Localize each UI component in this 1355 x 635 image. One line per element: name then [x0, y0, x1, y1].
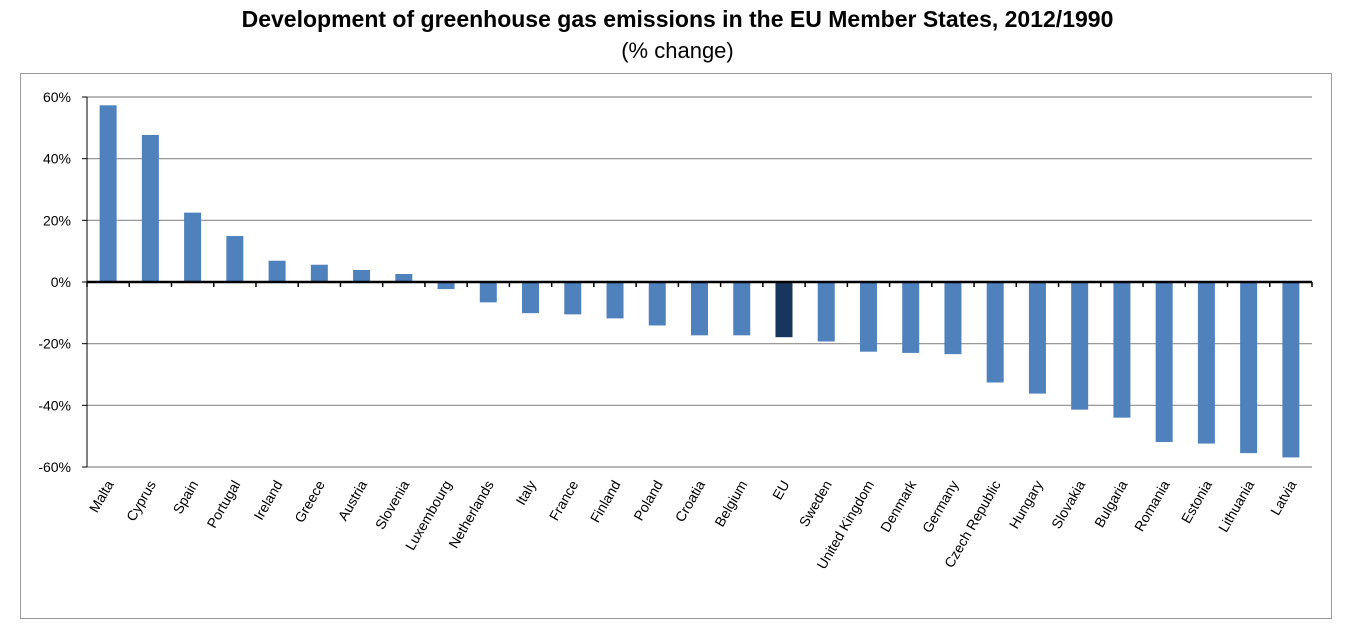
category-label: France — [546, 477, 582, 523]
bar-netherlands — [479, 282, 497, 303]
y-tick-label: 60% — [43, 89, 71, 105]
bar-poland — [648, 282, 666, 326]
category-label: Sweden — [796, 478, 835, 530]
bar-italy — [522, 282, 540, 314]
category-label: Latvia — [1267, 477, 1300, 518]
bar-spain — [184, 212, 202, 282]
bar-latvia — [1282, 282, 1300, 458]
y-tick-label: -20% — [38, 336, 71, 352]
category-label: Austria — [335, 477, 371, 523]
bar-germany — [944, 282, 962, 355]
category-label: Lithuania — [1215, 477, 1257, 534]
category-label: Finland — [587, 478, 624, 526]
category-label: Croatia — [672, 477, 709, 524]
category-label: Italy — [512, 478, 539, 508]
bar-slovakia — [1071, 282, 1089, 410]
chart-frame — [20, 73, 1332, 619]
y-tick-label: -40% — [38, 397, 71, 413]
y-tick-label: -60% — [38, 459, 71, 475]
bar-ireland — [268, 260, 286, 282]
bar-france — [564, 282, 582, 315]
bar-finland — [606, 282, 624, 319]
category-label: Germany — [919, 478, 962, 536]
category-label: Slovenia — [372, 477, 413, 532]
category-label: Denmark — [877, 477, 920, 535]
bar-portugal — [226, 236, 244, 282]
category-label: Slovakia — [1048, 477, 1088, 531]
category-label: Greece — [291, 477, 328, 525]
bar-sweden — [817, 282, 835, 342]
category-label: Spain — [169, 478, 201, 517]
bar-luxembourg — [437, 282, 455, 290]
bar-romania — [1155, 282, 1173, 443]
y-tick-label: 0% — [51, 274, 71, 290]
category-label: Romania — [1131, 477, 1173, 534]
category-label: Estonia — [1178, 477, 1215, 526]
category-label: Bulgaria — [1091, 477, 1131, 530]
bar-united-kingdom — [859, 282, 877, 352]
chart-title: Development of greenhouse gas emissions … — [241, 6, 1114, 32]
category-label: Ireland — [250, 478, 285, 523]
bar-malta — [99, 105, 117, 282]
bar-lithuania — [1240, 282, 1258, 454]
category-label: EU — [769, 478, 793, 503]
bar-belgium — [733, 282, 751, 336]
bar-denmark — [902, 282, 920, 353]
category-label: Poland — [630, 478, 666, 524]
chart-subtitle: (% change) — [621, 38, 734, 63]
bar-hungary — [1028, 282, 1046, 394]
category-label: Hungary — [1006, 478, 1046, 532]
category-label: Portugal — [204, 478, 244, 531]
y-tick-label: 40% — [43, 151, 71, 167]
bar-bulgaria — [1113, 282, 1131, 418]
bar-croatia — [691, 282, 708, 336]
category-label: Belgium — [711, 478, 750, 530]
bar-cyprus — [141, 134, 159, 282]
category-label: Netherlands — [445, 478, 497, 551]
bar-eu — [775, 282, 793, 338]
bar-greece — [310, 264, 328, 282]
y-tick-label: 20% — [43, 212, 71, 228]
bar-czech-republic — [986, 282, 1004, 383]
bar-austria — [353, 269, 371, 282]
bar-estonia — [1197, 282, 1215, 444]
bar-slovenia — [395, 273, 413, 282]
category-label: Cyprus — [123, 478, 159, 524]
category-label: Malta — [86, 477, 117, 515]
